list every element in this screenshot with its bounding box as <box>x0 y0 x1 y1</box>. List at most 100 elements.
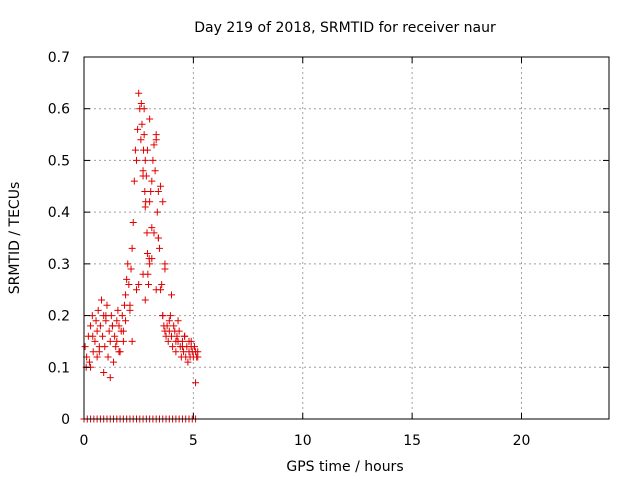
data-point <box>157 182 165 190</box>
x-tick-label: 20 <box>513 433 531 449</box>
data-point <box>122 317 130 325</box>
data-point <box>148 255 156 263</box>
x-axis-label: GPS time / hours <box>286 459 403 475</box>
data-point <box>151 167 159 175</box>
data-point <box>164 337 172 345</box>
data-point <box>184 358 192 366</box>
data-point <box>100 368 108 376</box>
data-point <box>155 244 163 252</box>
data-point <box>89 332 97 340</box>
data-point <box>85 358 93 366</box>
x-tick-label: 0 <box>80 433 89 449</box>
data-point <box>153 208 161 216</box>
data-point <box>146 198 154 206</box>
data-point <box>104 353 112 361</box>
data-point <box>139 172 147 180</box>
data-point <box>139 270 147 278</box>
data-point <box>129 218 137 226</box>
data-point <box>143 250 151 258</box>
data-point <box>190 343 198 351</box>
data-point <box>112 343 120 351</box>
data-point <box>161 260 169 268</box>
data-point <box>150 229 158 237</box>
data-point <box>81 343 89 351</box>
data-point <box>135 89 143 97</box>
data-point <box>152 136 160 144</box>
data-point <box>93 327 101 335</box>
y-tick-label: 0.3 <box>48 257 70 273</box>
data-point <box>143 146 151 154</box>
data-point <box>148 177 156 185</box>
data-point <box>140 105 148 113</box>
data-point <box>105 327 113 335</box>
data-point <box>131 146 139 154</box>
data-point <box>128 244 136 252</box>
data-point <box>178 343 186 351</box>
data-point <box>158 281 166 289</box>
data-point <box>128 337 136 345</box>
data-point <box>141 203 149 211</box>
data-points <box>80 89 202 423</box>
data-point <box>93 353 101 361</box>
data-point <box>113 337 121 345</box>
data-point <box>108 322 116 330</box>
data-point <box>99 332 107 340</box>
data-point <box>181 332 189 340</box>
data-point <box>194 353 202 361</box>
data-point <box>133 156 140 164</box>
y-tick-label: 0.2 <box>48 309 70 325</box>
data-point <box>140 131 148 139</box>
data-point <box>106 374 114 382</box>
y-tick-label: 0.5 <box>48 153 70 169</box>
data-point <box>165 327 173 335</box>
data-point <box>115 348 123 356</box>
data-point <box>172 348 180 356</box>
data-point <box>137 100 145 108</box>
data-point <box>150 141 158 149</box>
data-point <box>134 125 142 133</box>
data-point <box>111 332 119 340</box>
data-point <box>113 317 121 325</box>
data-point <box>174 317 182 325</box>
data-point <box>168 291 175 299</box>
chart-title: Day 219 of 2018, SRMTID for receiver nau… <box>194 20 496 36</box>
data-point <box>169 343 177 351</box>
y-tick-label: 0 <box>61 412 70 428</box>
data-point <box>138 120 146 128</box>
data-point <box>143 229 151 237</box>
data-point <box>147 187 155 195</box>
plot-frame <box>83 56 610 420</box>
data-point <box>173 332 181 340</box>
data-point <box>154 234 162 242</box>
y-tick-label: 0.4 <box>48 205 70 221</box>
data-point <box>141 187 149 195</box>
data-point <box>126 306 134 314</box>
x-tick-label: 5 <box>189 433 198 449</box>
data-point <box>122 291 130 299</box>
data-point <box>133 286 140 294</box>
data-point <box>91 337 99 345</box>
data-point <box>106 337 114 345</box>
data-point <box>92 317 100 325</box>
data-point <box>141 156 149 164</box>
data-point <box>175 327 183 335</box>
data-point <box>102 312 110 320</box>
data-point <box>148 224 156 232</box>
data-point <box>89 348 97 356</box>
data-point <box>149 156 157 164</box>
y-tick-label: 0.7 <box>48 50 70 66</box>
data-point <box>146 115 154 123</box>
y-tick-label: 0.1 <box>48 360 70 376</box>
data-point <box>114 306 122 314</box>
data-point <box>124 260 132 268</box>
data-point <box>170 322 178 330</box>
data-point <box>165 317 173 325</box>
y-tick-label: 0.6 <box>48 102 70 118</box>
data-point <box>137 136 145 144</box>
data-point <box>96 322 104 330</box>
y-axis-label: SRMTID / TECUs <box>7 182 23 295</box>
axis-ticks <box>83 56 609 420</box>
data-point <box>110 358 118 366</box>
data-point <box>119 337 127 345</box>
data-point <box>152 286 160 294</box>
